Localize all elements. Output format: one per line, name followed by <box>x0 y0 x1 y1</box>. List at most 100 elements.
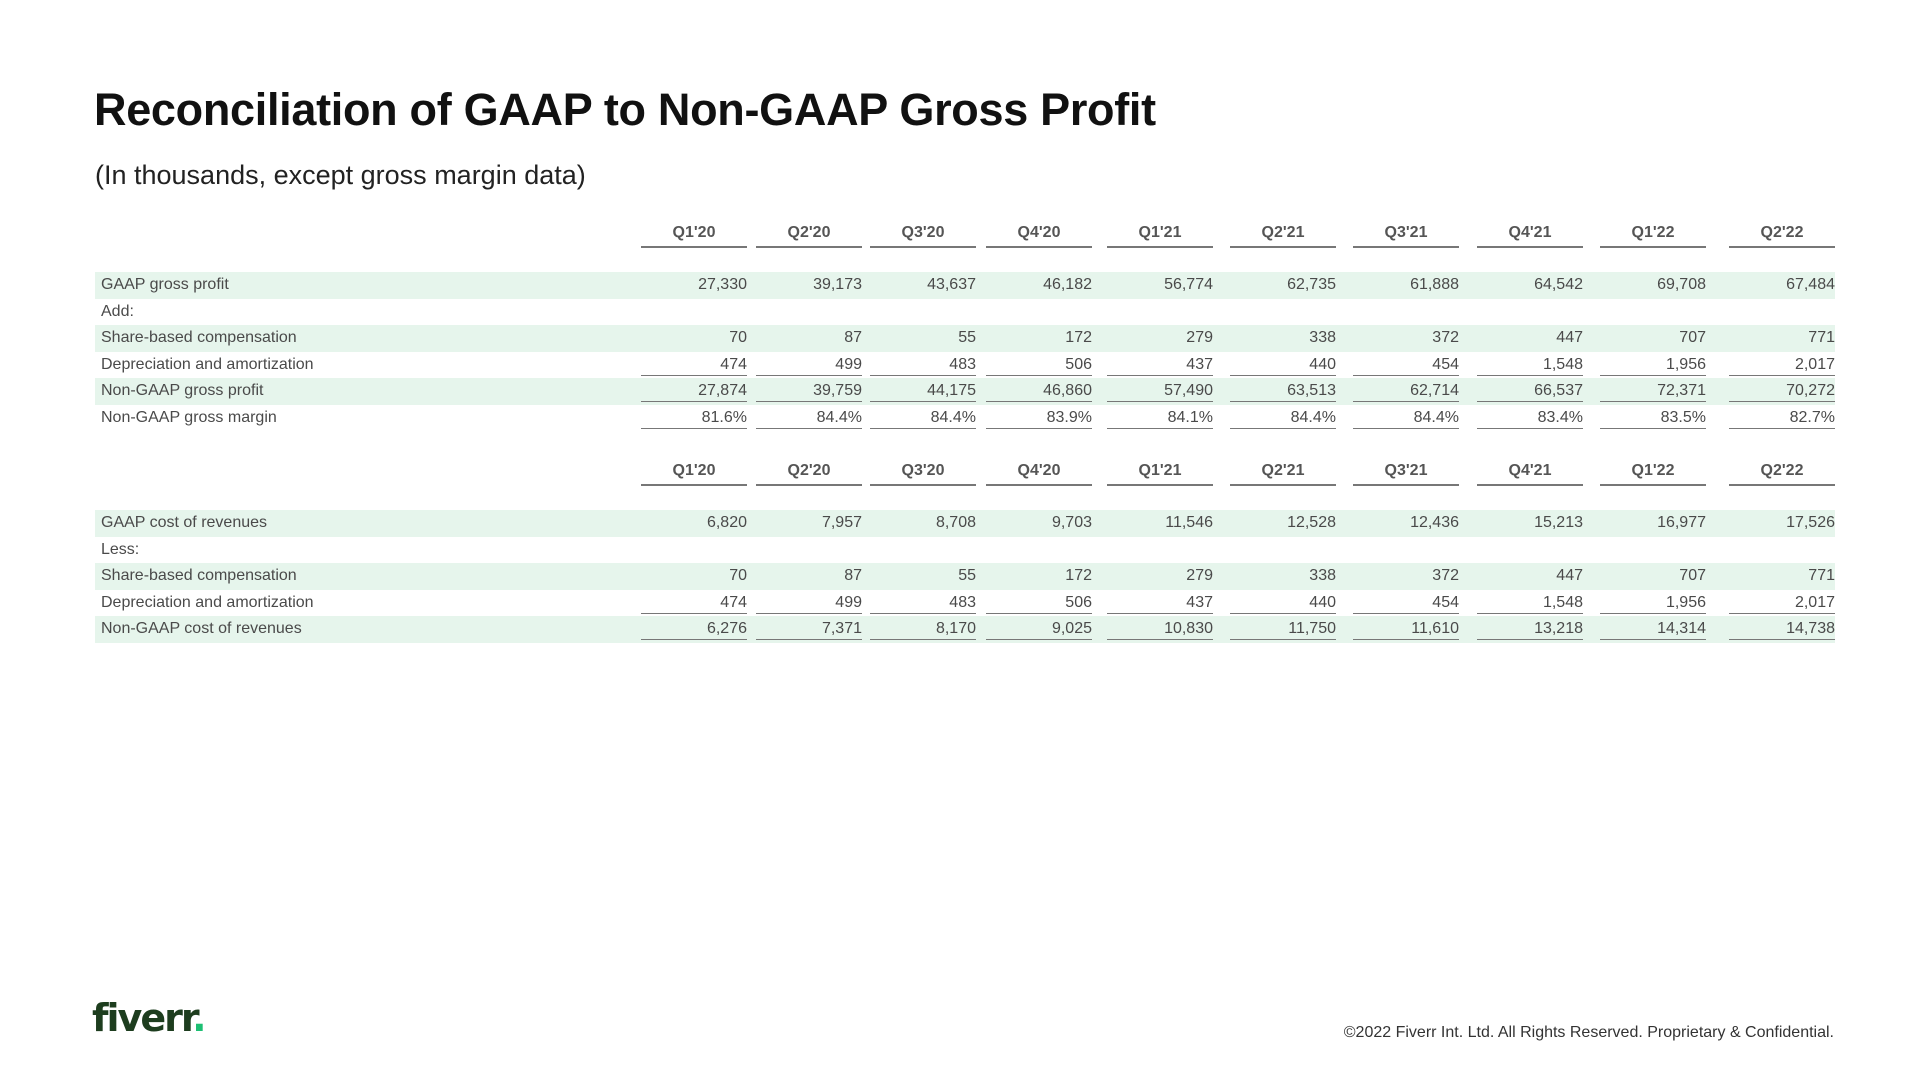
cell-value: 84.4% <box>1353 405 1459 429</box>
column-header: Q1'21 <box>1107 462 1213 486</box>
cell-value: 10,830 <box>1107 616 1213 640</box>
cell-value: 440 <box>1230 590 1336 614</box>
cell-value: 39,173 <box>813 276 862 293</box>
cell-value: 39,759 <box>756 378 862 402</box>
cell-value: 11,750 <box>1230 616 1336 640</box>
table-row: Share-based compensation 70 87 55 172 279 338 3… <box>95 325 1835 352</box>
cell-value: 454 <box>1353 352 1459 376</box>
column-header: Q1'21 <box>1107 224 1213 248</box>
cell-value: 46,860 <box>986 378 1092 402</box>
column-header: Q2'20 <box>756 462 862 486</box>
cell-value: 447 <box>1556 329 1583 346</box>
cell-value: 15,213 <box>1534 514 1583 531</box>
cell-value: 707 <box>1679 329 1706 346</box>
cell-value: 506 <box>986 590 1092 614</box>
cell-value: 55 <box>958 567 976 584</box>
cell-value: 84.4% <box>1230 405 1336 429</box>
cell-value: 499 <box>756 352 862 376</box>
cell-value: 83.5% <box>1600 405 1706 429</box>
cell-value: 70 <box>729 329 747 346</box>
column-header: Q2'20 <box>756 224 862 248</box>
cell-value: 771 <box>1808 329 1835 346</box>
cell-value: 14,738 <box>1729 616 1835 640</box>
cell-value: 66,537 <box>1477 378 1583 402</box>
cell-value: 279 <box>1186 567 1213 584</box>
cell-value: 13,218 <box>1477 616 1583 640</box>
cell-value: 8,170 <box>870 616 976 640</box>
cell-value: 499 <box>756 590 862 614</box>
table-row: Non-GAAP cost of revenues 6,276 7,371 8,170… <box>95 616 1835 643</box>
cell-value: 82.7% <box>1729 405 1835 429</box>
cell-value: 87 <box>844 567 862 584</box>
cell-value: 70,272 <box>1729 378 1835 402</box>
table-row: Share-based compensation 70 87 55 172 279 338 3… <box>95 563 1835 590</box>
cell-value: 338 <box>1309 329 1336 346</box>
table-row: Less: <box>95 537 1835 564</box>
row-label: Non-GAAP gross profit <box>101 382 264 399</box>
cell-value: 14,314 <box>1600 616 1706 640</box>
cell-value: 483 <box>870 590 976 614</box>
row-label: GAAP gross profit <box>101 276 229 293</box>
cell-value: 46,182 <box>1043 276 1092 293</box>
cell-value: 84.1% <box>1107 405 1213 429</box>
table-row: GAAP gross profit 27,330 39,173 43,637 46,18… <box>95 272 1835 299</box>
cell-value: 43,637 <box>927 276 976 293</box>
table-row: Depreciation and amortization 474 499 483 50… <box>95 590 1835 617</box>
cell-value: 17,526 <box>1786 514 1835 531</box>
cell-value: 11,610 <box>1353 616 1459 640</box>
cell-value: 63,513 <box>1230 378 1336 402</box>
cell-value: 84.4% <box>870 405 976 429</box>
cell-value: 440 <box>1230 352 1336 376</box>
row-label: Share-based compensation <box>101 567 297 584</box>
column-header: Q2'22 <box>1729 224 1835 248</box>
cell-value: 1,548 <box>1477 590 1583 614</box>
cell-value: 83.9% <box>986 405 1092 429</box>
cell-value: 2,017 <box>1729 352 1835 376</box>
page-title: Reconciliation of GAAP to Non-GAAP Gross… <box>94 84 1156 135</box>
fiverr-logo: fiverr. <box>92 996 207 1040</box>
cell-value: 506 <box>986 352 1092 376</box>
cell-value: 372 <box>1432 329 1459 346</box>
cell-value: 7,371 <box>756 616 862 640</box>
cell-value: 67,484 <box>1786 276 1835 293</box>
cell-value: 9,703 <box>1051 514 1092 531</box>
cell-value: 64,542 <box>1534 276 1583 293</box>
row-label: Non-GAAP gross margin <box>101 408 277 426</box>
row-label: Depreciation and amortization <box>101 593 314 611</box>
column-header: Q3'21 <box>1353 462 1459 486</box>
column-header: Q3'20 <box>870 224 976 248</box>
cell-value: 771 <box>1808 567 1835 584</box>
column-header: Q1'20 <box>641 224 747 248</box>
cell-value: 279 <box>1186 329 1213 346</box>
cell-value: 172 <box>1065 567 1092 584</box>
cell-value: 454 <box>1353 590 1459 614</box>
column-header: Q4'21 <box>1477 224 1583 248</box>
row-label: Less: <box>101 540 140 558</box>
cell-value: 2,017 <box>1729 590 1835 614</box>
cell-value: 55 <box>958 329 976 346</box>
table-row: Depreciation and amortization 474 499 483 50… <box>95 352 1835 379</box>
column-header: Q3'20 <box>870 462 976 486</box>
cell-value: 27,330 <box>698 276 747 293</box>
column-header: Q4'21 <box>1477 462 1583 486</box>
table-row: Add: <box>95 299 1835 326</box>
cell-value: 437 <box>1107 590 1213 614</box>
gross-profit-table: Q1'20 Q2'20 Q3'20 Q4'20 Q1'21 Q2'21 Q3'21 Q4'21… <box>95 218 1835 431</box>
cell-value: 56,774 <box>1164 276 1213 293</box>
cell-value: 62,714 <box>1353 378 1459 402</box>
row-label: GAAP cost of revenues <box>101 514 268 531</box>
cell-value: 172 <box>1065 329 1092 346</box>
table-row: Non-GAAP gross margin 81.6% 84.4% 84.4% 83.9… <box>95 405 1835 432</box>
cell-value: 9,025 <box>986 616 1092 640</box>
cell-value: 338 <box>1309 567 1336 584</box>
cell-value: 6,820 <box>706 514 747 531</box>
cell-value: 69,708 <box>1657 276 1706 293</box>
cell-value: 84.4% <box>756 405 862 429</box>
cell-value: 62,735 <box>1287 276 1336 293</box>
cell-value: 7,957 <box>821 514 862 531</box>
header-spacer <box>95 248 1835 272</box>
cell-value: 8,708 <box>935 514 976 531</box>
cell-value: 72,371 <box>1600 378 1706 402</box>
table-row: GAAP cost of revenues 6,820 7,957 8,708 9,70… <box>95 510 1835 537</box>
cell-value: 1,548 <box>1477 352 1583 376</box>
